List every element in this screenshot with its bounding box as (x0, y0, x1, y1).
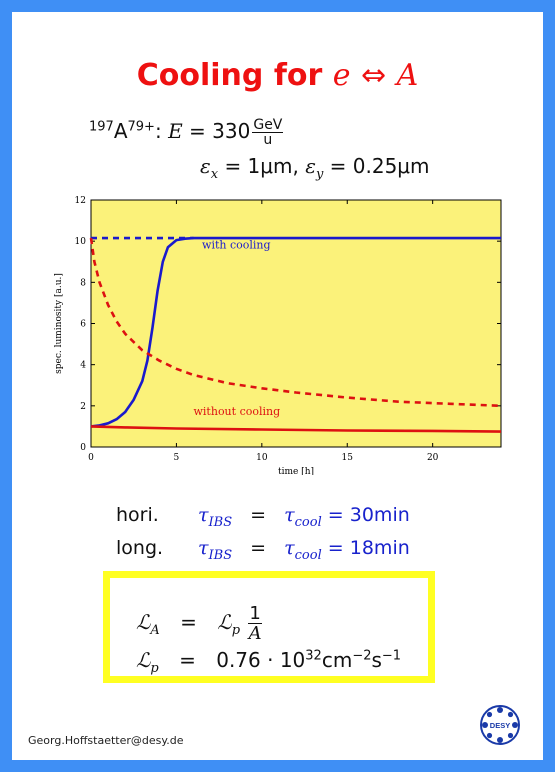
lum-exponent: 32 (305, 648, 322, 664)
lum-unit-s-exp: −1 (381, 648, 402, 664)
equals-sign: = (180, 610, 197, 634)
mass-number: 197 (89, 119, 114, 135)
x-axis-label: time [h] (278, 467, 314, 475)
energy-unit: GeV u (252, 117, 284, 148)
title-e: e (332, 58, 351, 93)
emit-y-value: = 0.25μm (329, 154, 430, 178)
lum-p-symbol: ℒ (136, 648, 151, 672)
energy-unit-num: GeV (252, 117, 284, 133)
y-axis-label: spec. luminosity [a.u.] (54, 273, 64, 374)
tau-cool-sub: cool (294, 514, 322, 530)
element-symbol: A (113, 119, 128, 143)
tau-cool-sub: cool (294, 547, 322, 563)
chart-annotation: with cooling (202, 238, 271, 251)
energy-symbol: E (168, 119, 183, 143)
series-line-2 (90, 425, 502, 433)
series-line-0 (90, 236, 501, 428)
tau-ibs-sub: IBS (208, 514, 233, 530)
y-tick-label: 12 (75, 196, 86, 206)
equals-sign: = (179, 648, 196, 672)
y-tick-label: 8 (80, 278, 86, 288)
fraction-den: A (248, 623, 262, 644)
tau-ibs-symbol: τ (198, 504, 209, 526)
luminosity-row-2: ℒp = 0.76 · 1032cm−2s−1 (136, 648, 401, 676)
emit-x-value: = 1μm, (224, 154, 299, 178)
desy-logo-icon: DESY (480, 705, 520, 745)
x-tick-label: 5 (174, 453, 180, 463)
luminosity-chart: 0 5 10 15 20 0 2 4 6 8 10 12 with cooling without coo… (54, 196, 502, 475)
cooling-value: = 18min (327, 537, 410, 559)
y-tick-label: 10 (75, 237, 87, 247)
equals-sign: = (250, 504, 267, 526)
tau-ibs-symbol: τ (198, 537, 209, 559)
lum-value: 0.76 · 10 (216, 648, 306, 672)
title-arrow: ⇔ (360, 58, 387, 93)
cooling-value: = 30min (327, 504, 410, 526)
series-line-3 (89, 237, 502, 408)
x-tick-label: 0 (88, 453, 94, 463)
equals-sign: = (250, 537, 267, 559)
emit-y-symbol: ε (305, 154, 316, 178)
beam-energy-line: 197A79+: E = 330 GeV u (89, 117, 284, 148)
logo-text: DESY (490, 721, 510, 730)
x-tick-label: 15 (342, 453, 354, 463)
energy-value: 330 (212, 119, 251, 143)
y-tick-label: 0 (80, 443, 86, 453)
energy-unit-den: u (263, 132, 273, 148)
lum-p-sub: p (231, 623, 241, 638)
lum-p-sub: p (150, 661, 159, 676)
y-tick-label: 6 (80, 320, 86, 330)
lum-unit-cm-exp: −2 (352, 648, 372, 664)
plot-area (90, 199, 502, 448)
emit-y-sub: y (315, 167, 324, 182)
cooling-label: hori. (116, 504, 159, 526)
lum-unit-cm: cm (321, 648, 353, 672)
chart-annotation: without cooling (194, 405, 281, 418)
lum-a-sub: A (150, 623, 160, 638)
charge-state: 79+ (127, 119, 155, 135)
lum-a-symbol: ℒ (136, 610, 151, 634)
y-tick-label: 4 (80, 361, 86, 371)
x-tick-label: 20 (427, 453, 439, 463)
title-text: Cooling for (136, 58, 323, 93)
emit-x-symbol: ε (200, 154, 211, 178)
emit-x-sub: x (210, 167, 219, 182)
lum-unit-s: s (371, 648, 382, 672)
tau-cool-symbol: τ (284, 537, 295, 559)
tau-ibs-sub: IBS (208, 547, 233, 563)
slide-title: Cooling for e ⇔ A (0, 58, 555, 93)
x-tick-label: 10 (256, 453, 268, 463)
title-a: A (396, 58, 419, 93)
tau-cool-symbol: τ (284, 504, 295, 526)
lum-p-symbol: ℒ (217, 610, 232, 634)
author-email: Georg.Hoffstaetter@desy.de (28, 734, 184, 747)
emittance-line: εx = 1μm, εy = 0.25μm (200, 154, 430, 182)
cooling-label: long. (116, 537, 164, 559)
y-tick-label: 2 (80, 402, 86, 412)
fraction-num: 1 (248, 603, 262, 624)
